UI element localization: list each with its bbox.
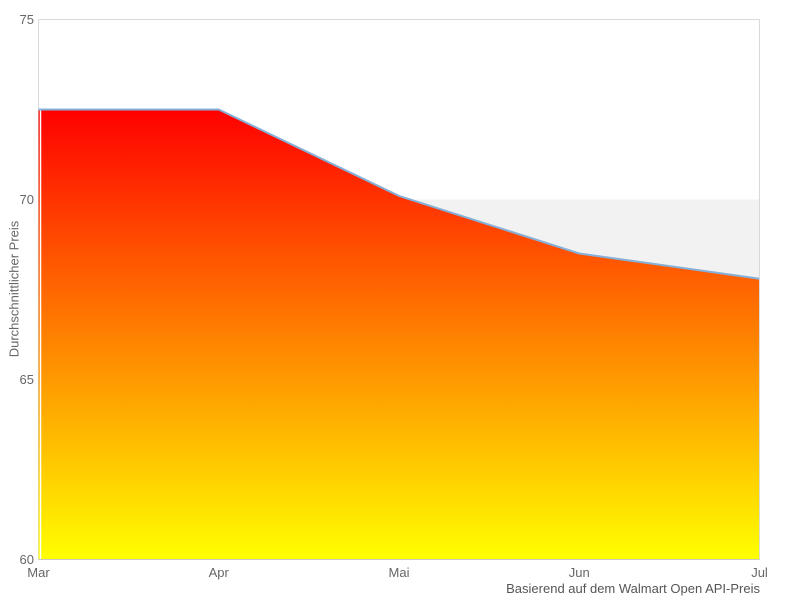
y-axis-title: Durchschnittlicher Preis: [6, 220, 22, 358]
x-tick-label: Mai: [388, 565, 410, 580]
price-line: [38, 108, 760, 280]
y-tick-label: 60: [19, 551, 34, 567]
y-tick-label: 70: [19, 191, 34, 207]
price-area: [38, 109, 760, 560]
x-tick-label: Jun: [568, 565, 590, 580]
x-tick-label: Mar: [27, 565, 50, 580]
chart-caption: Basierend auf dem Walmart Open API-Preis: [506, 581, 760, 596]
y-tick-label: 65: [19, 371, 34, 387]
y-tick-label: 75: [19, 11, 34, 27]
x-tick-label: Jul: [751, 565, 768, 580]
x-tick-label: Apr: [208, 565, 229, 580]
